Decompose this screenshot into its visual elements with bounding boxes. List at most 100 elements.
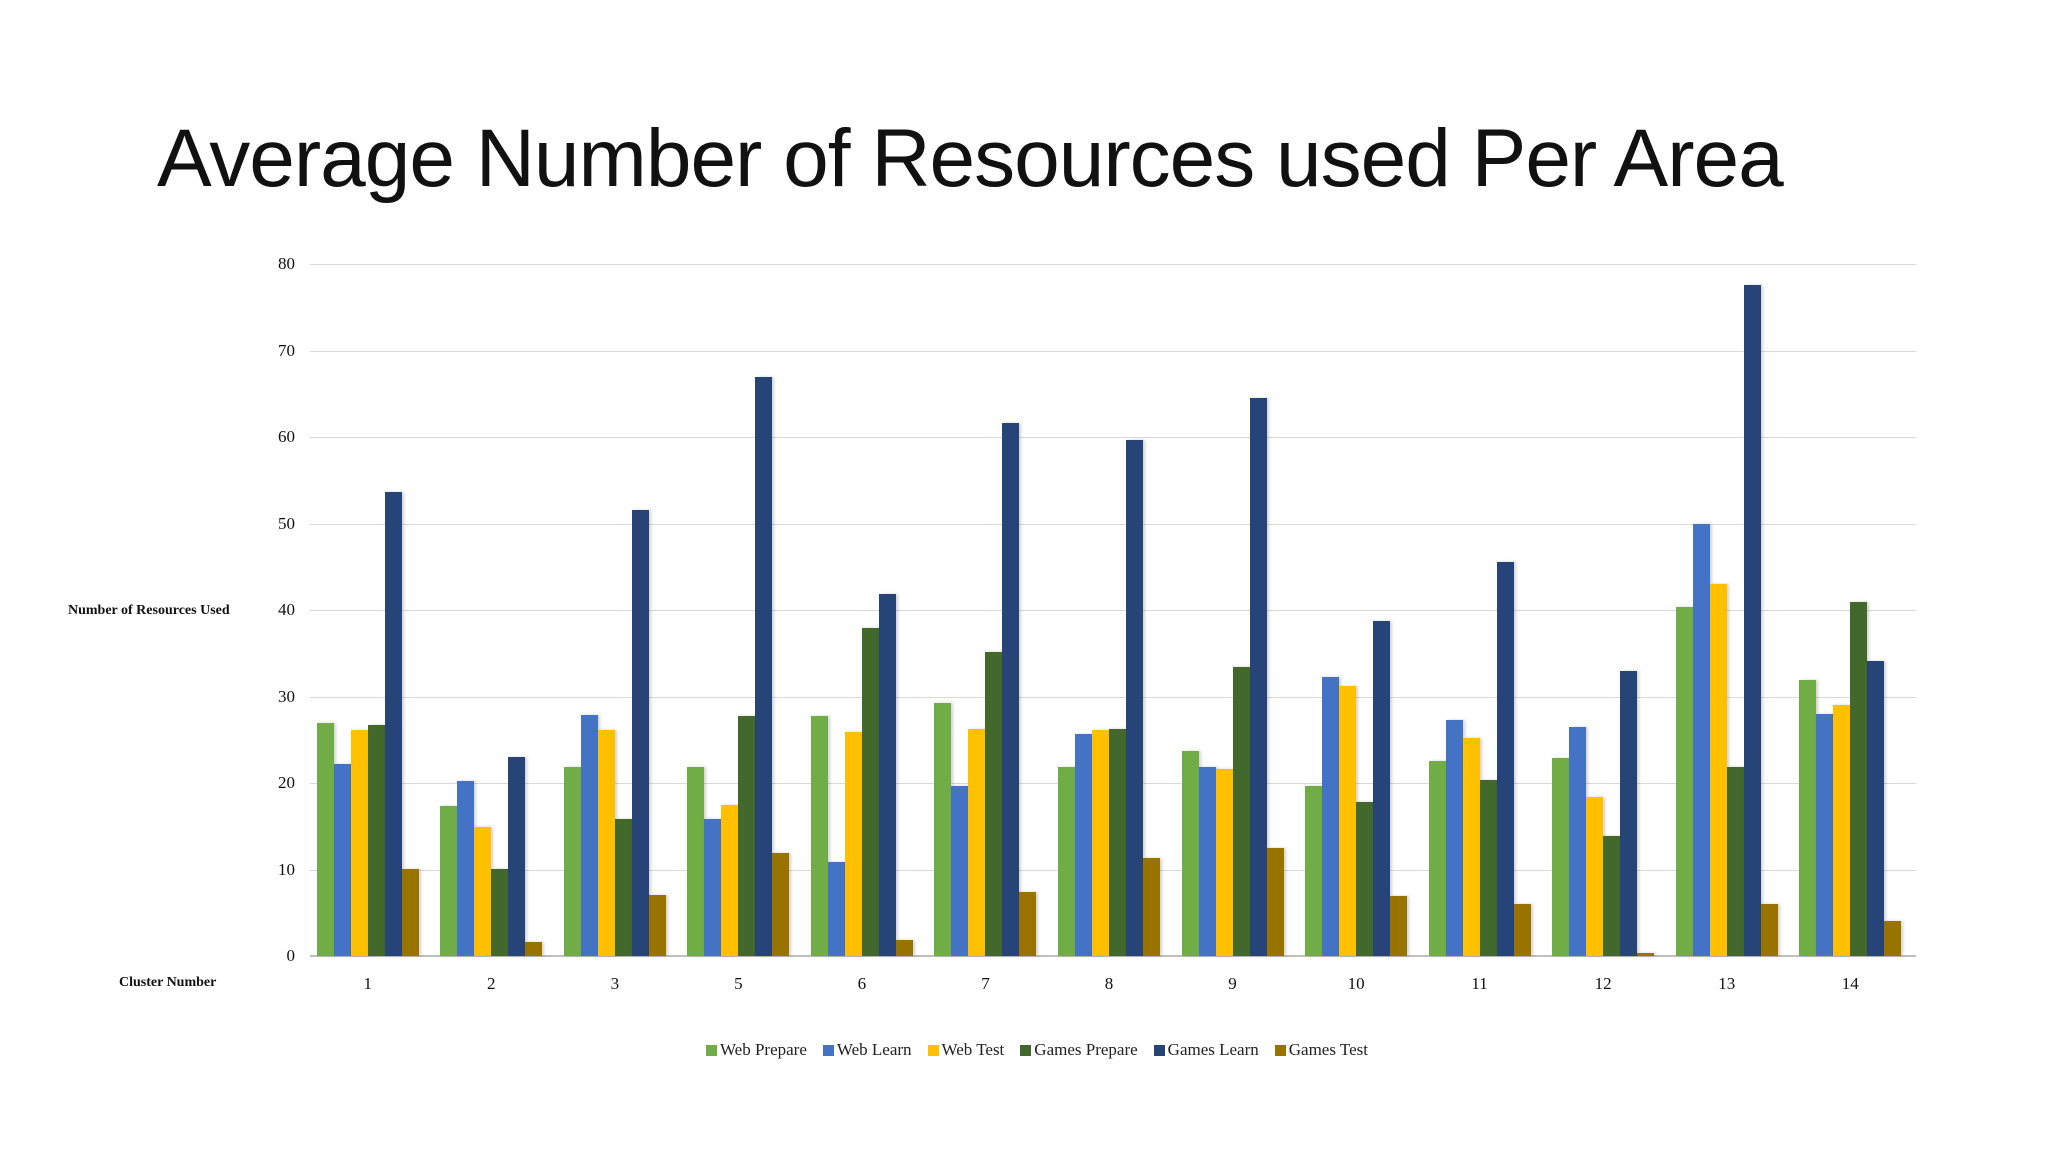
bar-web-prepare bbox=[687, 766, 705, 956]
bar-games-prepare bbox=[1356, 802, 1374, 956]
bar-web-test bbox=[1091, 730, 1109, 956]
bar-group-cluster-13 bbox=[1669, 264, 1793, 956]
bar-web-test bbox=[1586, 796, 1604, 956]
bar-web-prepare bbox=[316, 723, 334, 956]
slide-title: Average Number of Resources used Per Are… bbox=[157, 113, 1784, 204]
bar-web-prepare bbox=[1305, 786, 1323, 956]
gridline bbox=[310, 696, 1916, 698]
bar-games-test bbox=[1637, 952, 1655, 956]
bar-web-prepare bbox=[1057, 766, 1075, 956]
gridline bbox=[310, 523, 1916, 525]
bar-games-test bbox=[1390, 896, 1408, 956]
bar-web-test bbox=[1339, 686, 1357, 956]
bar-web-test bbox=[968, 728, 986, 956]
bar-web-test bbox=[844, 731, 862, 956]
y-tick-label: 30 bbox=[278, 686, 295, 706]
x-tick-label: 8 bbox=[1104, 974, 1114, 993]
bar-games-learn bbox=[1249, 398, 1267, 956]
plot-area bbox=[310, 264, 1916, 957]
y-tick-label: 40 bbox=[278, 600, 295, 619]
bar-group-cluster-12 bbox=[1545, 264, 1669, 956]
legend-item: Games Test bbox=[1274, 1040, 1368, 1060]
x-axis-label: Cluster Number bbox=[119, 975, 217, 990]
x-tick-label: 12 bbox=[1594, 974, 1612, 993]
bar-group-cluster-3 bbox=[557, 264, 681, 956]
bar-games-prepare bbox=[1726, 766, 1744, 956]
bar-group-cluster-10 bbox=[1298, 264, 1422, 956]
legend-swatch-icon bbox=[1020, 1044, 1032, 1056]
bar-games-prepare bbox=[491, 868, 509, 956]
y-tick-label: 50 bbox=[278, 513, 295, 533]
legend-item: Web Learn bbox=[822, 1040, 912, 1060]
bar-games-test bbox=[1513, 904, 1531, 956]
bar-games-test bbox=[1142, 858, 1160, 956]
bar-games-test bbox=[1760, 904, 1778, 956]
bar-games-learn bbox=[1743, 284, 1761, 956]
bar-web-learn bbox=[1816, 713, 1834, 956]
bar-web-learn bbox=[704, 819, 722, 956]
bar-web-test bbox=[1462, 738, 1480, 956]
legend-label: Games Test bbox=[1288, 1040, 1368, 1059]
bar-games-learn bbox=[631, 509, 649, 956]
bar-web-prepare bbox=[1675, 606, 1693, 956]
bar-web-prepare bbox=[1428, 760, 1446, 956]
bar-web-learn bbox=[1074, 733, 1092, 956]
bar-group-cluster-8 bbox=[1051, 264, 1175, 956]
bar-games-test bbox=[895, 939, 913, 956]
bar-games-learn bbox=[1373, 621, 1391, 956]
bar-games-test bbox=[1884, 921, 1902, 956]
y-axis-label: Number of Resources Used bbox=[68, 603, 230, 618]
bar-group-cluster-2 bbox=[434, 264, 558, 956]
legend-item: Web Prepare bbox=[706, 1040, 807, 1060]
bar-games-test bbox=[401, 868, 419, 956]
bar-games-prepare bbox=[1479, 779, 1497, 956]
bar-web-test bbox=[721, 804, 739, 956]
bar-group-cluster-14 bbox=[1792, 264, 1916, 956]
y-tick-label: 20 bbox=[278, 773, 295, 792]
bar-games-learn bbox=[1620, 671, 1638, 956]
legend-swatch-icon bbox=[1274, 1044, 1286, 1056]
legend-label: Games Prepare bbox=[1034, 1040, 1138, 1059]
bar-games-test bbox=[772, 853, 790, 956]
legend-swatch-icon bbox=[927, 1044, 939, 1056]
bar-games-test bbox=[525, 942, 543, 956]
bar-games-prepare bbox=[985, 651, 1003, 956]
legend-label: Web Learn bbox=[836, 1040, 912, 1059]
bar-web-prepare bbox=[1799, 680, 1817, 956]
bar-group-cluster-5 bbox=[681, 264, 805, 956]
bar-web-learn bbox=[333, 763, 351, 956]
x-tick-label: 10 bbox=[1347, 974, 1365, 993]
bar-web-test bbox=[1709, 584, 1727, 956]
gridline bbox=[310, 610, 1916, 611]
x-tick-label: 2 bbox=[487, 974, 496, 993]
bar-web-learn bbox=[457, 781, 475, 956]
bar-games-learn bbox=[384, 492, 402, 956]
bar-games-prepare bbox=[1108, 728, 1126, 956]
bar-web-learn bbox=[1569, 726, 1587, 956]
bar-web-prepare bbox=[1181, 751, 1199, 956]
bar-web-prepare bbox=[563, 767, 581, 956]
bar-web-test bbox=[350, 730, 368, 956]
legend-label: Web Prepare bbox=[720, 1040, 807, 1059]
bar-web-prepare bbox=[440, 806, 458, 956]
bar-games-learn bbox=[1496, 562, 1514, 956]
bar-web-learn bbox=[580, 714, 598, 956]
bar-games-learn bbox=[1002, 423, 1020, 956]
bar-group-cluster-6 bbox=[804, 264, 928, 956]
y-tick-label: 80 bbox=[278, 254, 295, 273]
bar-games-test bbox=[1019, 892, 1037, 956]
bar-games-prepare bbox=[1603, 835, 1621, 956]
gridline bbox=[310, 264, 1916, 265]
y-tick-label: 10 bbox=[278, 859, 295, 879]
legend-item: Games Learn bbox=[1153, 1040, 1259, 1060]
x-tick-label: 1 bbox=[363, 974, 373, 993]
bar-games-learn bbox=[508, 757, 526, 956]
legend: Web Prepare Web Learn Web Test Games Prepar… bbox=[706, 1040, 1368, 1060]
bar-games-test bbox=[648, 894, 666, 956]
bar-group-cluster-1 bbox=[310, 264, 434, 956]
bar-web-prepare bbox=[810, 715, 828, 956]
bar-web-prepare bbox=[1552, 757, 1570, 956]
bar-web-learn bbox=[1692, 523, 1710, 956]
bar-games-prepare bbox=[1850, 602, 1868, 956]
legend-label: Games Learn bbox=[1167, 1040, 1259, 1059]
